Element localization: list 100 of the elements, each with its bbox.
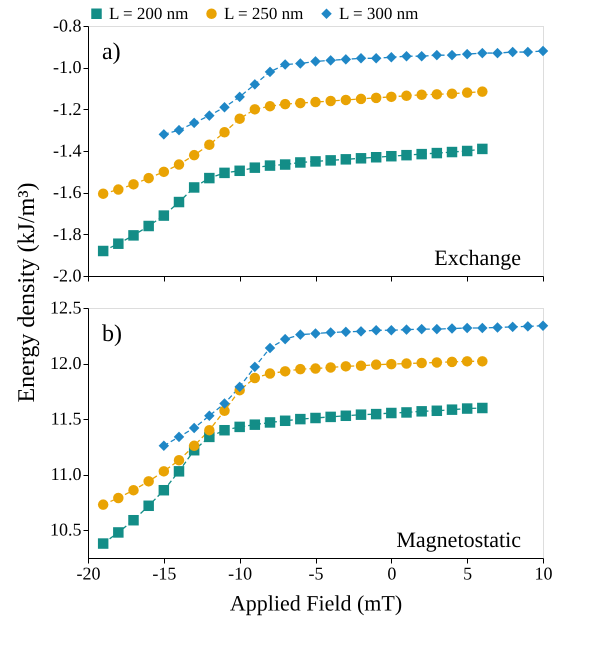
point bbox=[280, 98, 290, 110]
point bbox=[340, 361, 352, 372]
point bbox=[462, 87, 472, 98]
point bbox=[522, 46, 534, 58]
point bbox=[340, 154, 352, 165]
point bbox=[416, 324, 427, 334]
point bbox=[234, 422, 245, 432]
point bbox=[204, 172, 215, 184]
annotation: Exchange bbox=[434, 245, 521, 270]
point bbox=[113, 238, 124, 249]
point bbox=[295, 329, 306, 340]
point bbox=[219, 127, 230, 138]
point bbox=[462, 146, 472, 156]
point bbox=[264, 368, 276, 379]
point bbox=[386, 92, 397, 102]
point bbox=[401, 358, 412, 369]
point bbox=[325, 96, 336, 106]
point bbox=[219, 424, 230, 436]
point bbox=[401, 90, 412, 102]
point bbox=[325, 362, 336, 373]
annotation: b) bbox=[102, 321, 122, 347]
y-tick-label: -1.6 bbox=[53, 182, 82, 202]
point bbox=[250, 372, 260, 384]
y-tick-label: -0.8 bbox=[53, 16, 82, 36]
y-tick-label: -2.0 bbox=[53, 266, 82, 286]
y-tick-label: 10.5 bbox=[50, 520, 82, 540]
point bbox=[98, 188, 108, 199]
point bbox=[250, 162, 260, 173]
point bbox=[507, 322, 518, 332]
x-axis-title: Applied Field (mT) bbox=[230, 590, 402, 616]
point bbox=[370, 359, 382, 370]
point bbox=[416, 406, 427, 417]
point bbox=[219, 398, 230, 409]
y-tick-label: 12.0 bbox=[50, 353, 82, 374]
point bbox=[204, 410, 215, 422]
point bbox=[204, 110, 215, 121]
point bbox=[386, 408, 397, 418]
point bbox=[280, 416, 290, 426]
point bbox=[204, 424, 215, 436]
point bbox=[188, 150, 200, 160]
point bbox=[264, 417, 276, 428]
point bbox=[492, 48, 503, 58]
point bbox=[325, 327, 336, 338]
point bbox=[158, 129, 170, 140]
point bbox=[432, 148, 442, 158]
x-tick-label: -15 bbox=[152, 564, 176, 584]
point bbox=[432, 324, 442, 334]
point bbox=[280, 366, 290, 377]
point bbox=[522, 321, 534, 332]
point bbox=[356, 94, 366, 104]
annotation: a) bbox=[102, 39, 121, 65]
point bbox=[174, 124, 184, 136]
point bbox=[310, 328, 321, 339]
point bbox=[113, 527, 124, 538]
point bbox=[295, 157, 306, 168]
point bbox=[219, 168, 230, 178]
point bbox=[386, 358, 397, 370]
point bbox=[340, 54, 352, 65]
point bbox=[340, 94, 352, 106]
point bbox=[295, 98, 306, 108]
point bbox=[477, 86, 488, 97]
point bbox=[477, 356, 488, 367]
y-tick-label: -1.4 bbox=[53, 140, 82, 160]
point bbox=[264, 100, 276, 112]
x-tick-label: 0 bbox=[387, 564, 396, 584]
point bbox=[507, 46, 518, 58]
y-tick-label: 12.5 bbox=[50, 298, 82, 318]
point bbox=[250, 79, 260, 90]
x-tick-label: 5 bbox=[463, 564, 472, 584]
x-tick-label: -10 bbox=[228, 564, 252, 584]
point bbox=[386, 324, 397, 336]
point bbox=[386, 150, 397, 162]
point bbox=[250, 362, 260, 372]
point bbox=[446, 356, 458, 368]
annotation: Magnetostatic bbox=[396, 527, 522, 552]
point bbox=[295, 364, 306, 374]
point bbox=[250, 419, 260, 430]
y-tick-label: -1.8 bbox=[53, 224, 82, 244]
point bbox=[386, 52, 397, 62]
point bbox=[462, 322, 472, 334]
point bbox=[98, 246, 108, 256]
point bbox=[370, 408, 382, 420]
point bbox=[113, 184, 124, 195]
point bbox=[234, 382, 245, 392]
point bbox=[219, 102, 230, 112]
y-tick-label: 11.0 bbox=[50, 464, 82, 484]
point bbox=[188, 440, 200, 452]
point bbox=[416, 90, 427, 100]
x-tick-label: -5 bbox=[308, 564, 324, 584]
point bbox=[416, 358, 427, 368]
x-tick-label: -20 bbox=[76, 564, 100, 584]
point bbox=[477, 322, 488, 334]
point bbox=[432, 357, 442, 368]
point bbox=[234, 92, 245, 102]
point bbox=[446, 146, 458, 158]
point bbox=[401, 50, 412, 62]
point bbox=[325, 412, 336, 422]
point bbox=[250, 104, 260, 115]
point bbox=[174, 432, 184, 442]
point bbox=[310, 412, 321, 424]
